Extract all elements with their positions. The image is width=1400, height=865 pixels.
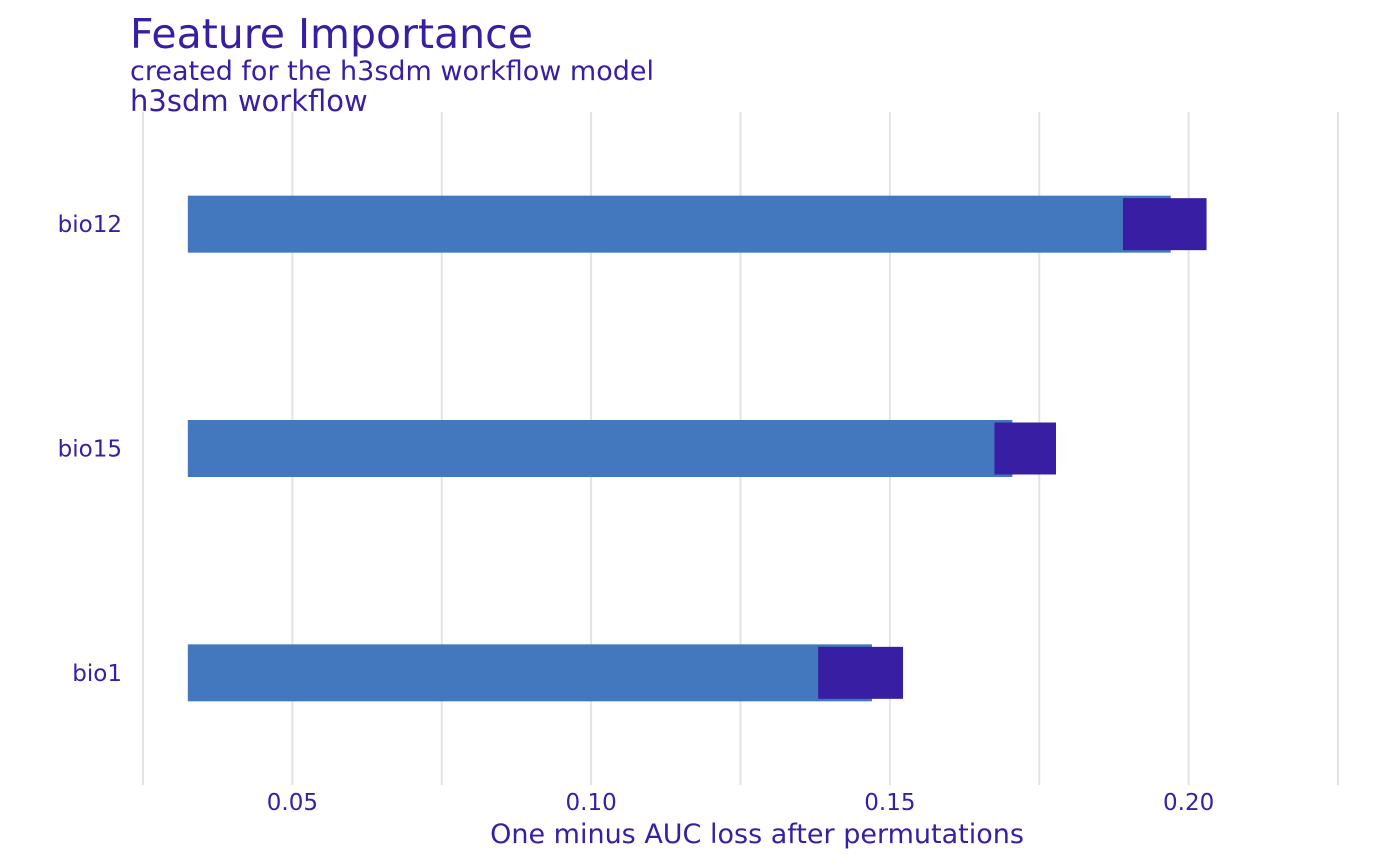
x-tick-label: 0.15	[864, 790, 915, 816]
boxplot-bio1	[818, 646, 904, 699]
chart-subtitle: created for the h3sdm workflow model	[130, 56, 655, 87]
boxplot-bio15	[994, 422, 1056, 475]
x-tick-label: 0.20	[1163, 790, 1214, 816]
model-label: h3sdm workflow	[130, 84, 368, 118]
chart-titles: Feature Importance created for the h3sdm…	[130, 10, 654, 116]
x-axis-labels: 0.05 0.10 0.15 0.20	[267, 790, 1214, 816]
chart-title: Feature Importance	[130, 10, 533, 58]
bar-bio15	[187, 420, 1013, 477]
bar-bio12	[187, 195, 1171, 253]
y-tick-label: bio15	[58, 437, 122, 463]
y-tick-label: bio12	[58, 212, 122, 238]
y-tick-label: bio1	[72, 661, 122, 687]
y-axis-labels: bio12 bio15 bio1	[58, 212, 122, 687]
x-axis-title: One minus AUC loss after permutations	[490, 819, 1024, 850]
x-tick-label: 0.10	[566, 790, 617, 816]
bars-group	[187, 195, 1207, 702]
x-tick-label: 0.05	[267, 790, 318, 816]
boxplot-bio12	[1122, 198, 1207, 251]
bar-bio1	[187, 644, 872, 702]
